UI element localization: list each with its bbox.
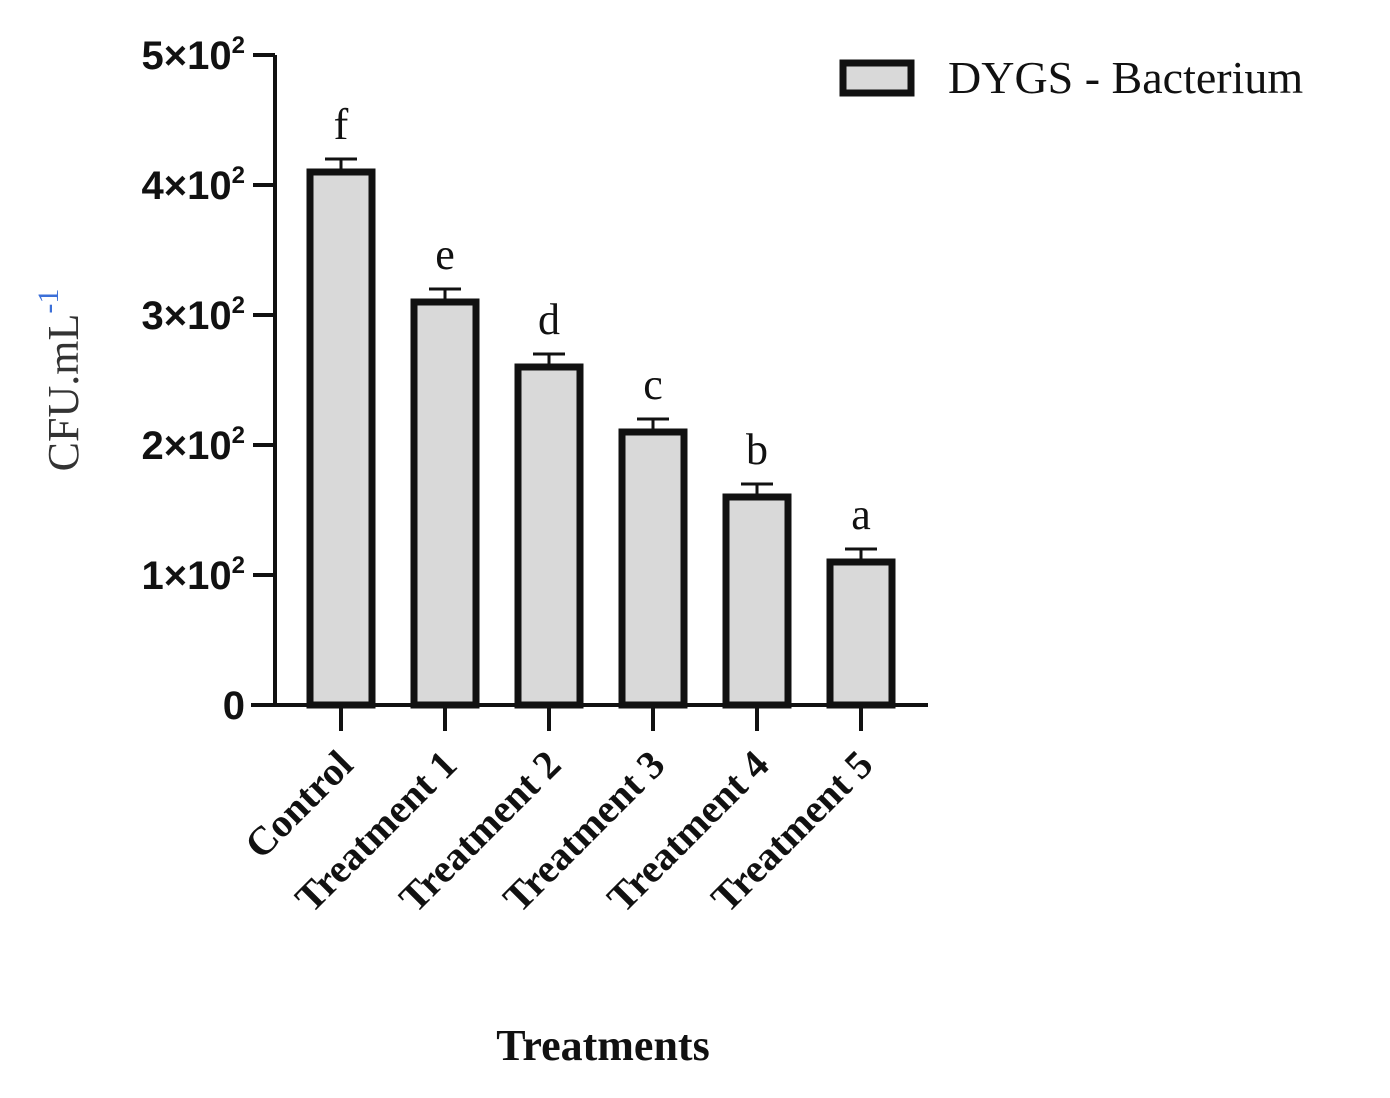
y-tick-label: 5×102 xyxy=(142,32,245,78)
y-tick-label: 4×102 xyxy=(142,162,245,208)
bar xyxy=(514,363,584,709)
y-tick-label: 3×102 xyxy=(142,292,245,338)
y-tick-label-exponent: 2 xyxy=(232,552,245,579)
y-tick-label-base: 2×10 xyxy=(142,424,232,468)
x-axis-title: Treatments xyxy=(496,1021,709,1070)
y-tick-label-base: 5×10 xyxy=(142,34,232,78)
legend: DYGS - Bacterium xyxy=(839,52,1303,103)
y-tick-label: 2×102 xyxy=(142,422,245,468)
significance-label: e xyxy=(435,230,455,279)
y-tick-label-base: 1×10 xyxy=(142,554,232,598)
y-axis-title-superscript: -1 xyxy=(32,289,65,314)
y-tick-label-base: 0 xyxy=(223,684,245,728)
bar-series: f e d c b a xyxy=(306,100,896,709)
y-tick-label-exponent: 2 xyxy=(232,422,245,449)
significance-label: d xyxy=(538,295,560,344)
bar xyxy=(410,298,480,709)
y-tick-label-exponent: 2 xyxy=(232,292,245,319)
y-tick-label-base: 3×10 xyxy=(142,294,232,338)
bar xyxy=(618,428,688,709)
bar xyxy=(722,493,792,709)
bar xyxy=(306,168,376,709)
significance-label: a xyxy=(851,490,871,539)
y-axis-title-text: CFU.mL xyxy=(39,314,88,472)
significance-label: c xyxy=(643,360,663,409)
y-tick-label: 1×102 xyxy=(142,552,245,598)
significance-label: b xyxy=(746,425,768,474)
bar xyxy=(826,558,896,709)
y-tick-label-exponent: 2 xyxy=(232,162,245,189)
legend-label: DYGS - Bacterium xyxy=(948,52,1303,103)
y-tick-label-exponent: 2 xyxy=(232,32,245,59)
significance-label: f xyxy=(334,100,349,149)
y-axis-title: CFU.mL-1 xyxy=(32,289,88,472)
legend-swatch xyxy=(839,59,915,97)
x-axis xyxy=(251,703,928,731)
y-tick-label: 0 xyxy=(223,684,245,728)
y-tick-label-base: 4×10 xyxy=(142,164,232,208)
